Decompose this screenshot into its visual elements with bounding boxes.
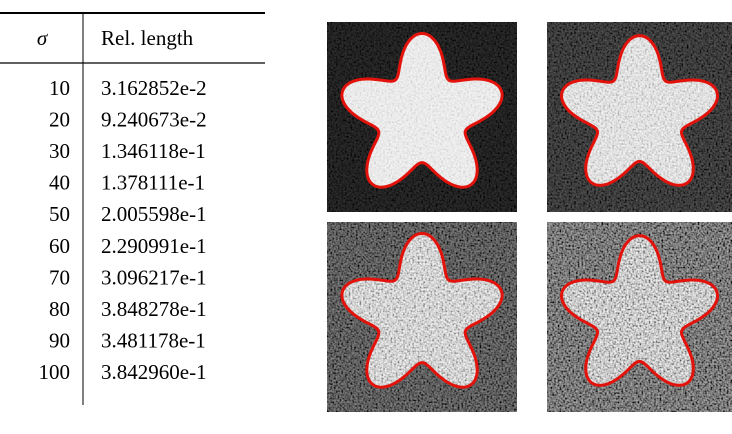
length-cell: 1.378111e-1	[101, 171, 205, 195]
sigma-cell: 10	[49, 76, 70, 100]
sigma-cell: 90	[49, 329, 70, 353]
length-cell: 2.290991e-1	[101, 234, 207, 258]
sigma-cell: 20	[49, 107, 70, 131]
sigma-cell: 100	[39, 360, 71, 384]
sigma-cell: 80	[49, 297, 70, 321]
length-cell: 3.096217e-1	[101, 265, 207, 289]
table-body: 10 3.162852e-2 20 9.240673e-2 30 1.346118e-1 4…	[39, 76, 207, 384]
image-grid	[327, 22, 732, 412]
header-length: Rel. length	[101, 26, 194, 50]
sigma-cell: 60	[49, 234, 70, 258]
sigma-cell: 40	[49, 171, 70, 195]
sigma-cell: 30	[49, 139, 70, 163]
page: {"table": {"header": ["σ", "Rel. length"…	[0, 0, 732, 434]
length-cell: 3.842960e-1	[101, 360, 207, 384]
sigma-cell: 70	[49, 265, 70, 289]
length-cell: 3.162852e-2	[101, 76, 207, 100]
length-cell: 9.240673e-2	[101, 107, 207, 131]
header-sigma: σ	[37, 26, 49, 50]
sigma-cell: 50	[49, 202, 70, 226]
figure: σ Rel. length 10 3.162852e-2 20 9.240673e-2…	[0, 0, 732, 434]
length-cell: 3.481178e-1	[101, 329, 206, 353]
length-cell: 2.005598e-1	[101, 202, 207, 226]
length-cell: 3.848278e-1	[101, 297, 207, 321]
length-cell: 1.346118e-1	[101, 139, 206, 163]
